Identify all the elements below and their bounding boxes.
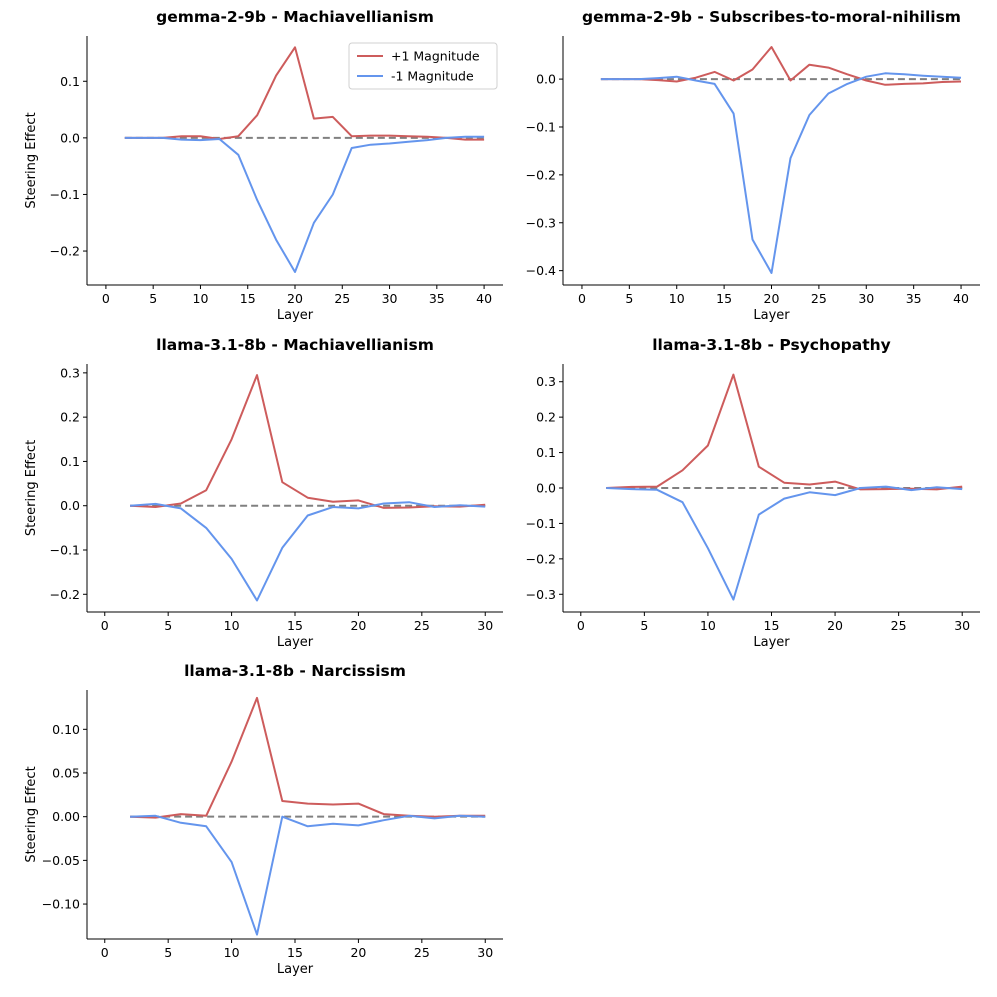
x-tick-label: 0: [101, 618, 109, 633]
x-tick-label: 35: [429, 291, 445, 306]
x-tick-label: 5: [640, 618, 648, 633]
x-tick-label: 40: [476, 291, 492, 306]
y-tick-label: −0.3: [526, 215, 556, 230]
series-line-minus1: [600, 72, 962, 274]
y-tick-label: −0.2: [526, 167, 556, 182]
x-tick-label: 0: [102, 291, 110, 306]
x-tick-label: 30: [382, 291, 398, 306]
y-tick-label: 0.0: [60, 130, 80, 145]
x-tick-label: 25: [891, 618, 907, 633]
y-tick-label: −0.1: [526, 119, 556, 134]
chart-title: gemma-2-9b - Machiavellianism: [156, 8, 434, 26]
y-tick-label: 0.0: [60, 498, 80, 513]
x-tick-label: 5: [164, 945, 172, 960]
legend-label-plus1: +1 Magnitude: [391, 49, 480, 64]
x-axis-label: Layer: [753, 635, 790, 650]
x-tick-label: 5: [164, 618, 172, 633]
x-tick-label: 25: [414, 945, 430, 960]
y-tick-label: 0.0: [536, 481, 556, 496]
y-tick-label: 0.2: [60, 410, 80, 425]
x-tick-label: 20: [350, 618, 366, 633]
y-tick-label: 0.2: [536, 410, 556, 425]
y-tick-label: −0.1: [50, 543, 80, 558]
x-tick-label: 15: [716, 291, 732, 306]
x-axis-label: Layer: [277, 635, 314, 650]
y-tick-label: 0.1: [60, 74, 80, 89]
y-tick-label: 0.1: [536, 445, 556, 460]
x-tick-label: 30: [858, 291, 874, 306]
chart-1: gemma-2-9b - Machiavellianism 0 5 10 15 20 25 3…: [24, 8, 503, 323]
x-axis-label: Layer: [753, 308, 790, 323]
y-tick-label: 0.10: [52, 722, 80, 737]
x-tick-label: 35: [906, 291, 922, 306]
y-tick-label: 0.3: [60, 365, 80, 380]
x-tick-label: 30: [477, 945, 493, 960]
series-line-plus1: [124, 46, 485, 141]
y-tick-label: −0.1: [50, 187, 80, 202]
x-tick-label: 5: [149, 291, 157, 306]
x-tick-label: 40: [953, 291, 969, 306]
legend-label-minus1: -1 Magnitude: [391, 69, 474, 84]
chart-title: llama-3.1-8b - Machiavellianism: [156, 336, 434, 354]
x-tick-label: 10: [224, 618, 240, 633]
y-tick-label: −0.2: [50, 587, 80, 602]
x-tick-label: 0: [578, 291, 586, 306]
chart-title: gemma-2-9b - Subscribes-to-moral-nihilis…: [582, 8, 961, 26]
x-tick-label: 15: [287, 945, 303, 960]
y-tick-label: −0.05: [42, 853, 80, 868]
chart-title: llama-3.1-8b - Narcissism: [184, 662, 406, 680]
x-tick-label: 10: [669, 291, 685, 306]
series-line-plus1: [600, 46, 962, 86]
x-tick-label: 20: [827, 618, 843, 633]
chart-5: llama-3.1-8b - Narcissism 0 5 10 15 20 25 30 −0.…: [24, 662, 503, 977]
x-tick-label: 15: [764, 618, 780, 633]
x-tick-label: 10: [193, 291, 209, 306]
legend-box: [348, 42, 498, 90]
y-tick-label: −0.10: [42, 897, 80, 912]
chart-4: llama-3.1-8b - Psychopathy 0 5 10 15 20 25 30 −0…: [526, 336, 980, 650]
series-line-minus1: [124, 135, 485, 273]
x-tick-label: 15: [287, 618, 303, 633]
x-tick-label: 25: [414, 618, 430, 633]
x-tick-label: 30: [477, 618, 493, 633]
chart-title: llama-3.1-8b - Psychopathy: [652, 336, 891, 354]
x-tick-label: 30: [954, 618, 970, 633]
x-tick-label: 10: [224, 945, 240, 960]
y-axis-label: Steering Effect: [24, 440, 39, 536]
x-tick-label: 25: [334, 291, 350, 306]
y-tick-label: −0.3: [526, 587, 556, 602]
y-tick-label: 0.00: [52, 809, 80, 824]
y-tick-label: 0.3: [536, 374, 556, 389]
x-tick-label: 15: [240, 291, 256, 306]
y-tick-label: −0.2: [50, 244, 80, 259]
x-tick-label: 10: [700, 618, 716, 633]
x-tick-label: 0: [577, 618, 585, 633]
x-axis-label: Layer: [277, 962, 314, 977]
y-axis-label: Steering Effect: [24, 112, 39, 208]
series-line-minus1: [606, 485, 963, 601]
y-tick-label: −0.4: [526, 263, 556, 278]
series-line-plus1: [130, 374, 486, 509]
series-line-plus1: [130, 696, 486, 819]
y-tick-label: 0.1: [60, 454, 80, 469]
series-line-plus1: [606, 373, 963, 491]
x-tick-label: 5: [625, 291, 633, 306]
x-tick-label: 0: [101, 945, 109, 960]
x-tick-label: 20: [287, 291, 303, 306]
legend: +1 Magnitude -1 Magnitude: [348, 42, 498, 90]
x-tick-label: 20: [350, 945, 366, 960]
y-tick-label: −0.2: [526, 551, 556, 566]
x-axis-label: Layer: [277, 308, 314, 323]
series-line-minus1: [130, 814, 486, 936]
y-tick-label: −0.1: [526, 516, 556, 531]
y-tick-label: 0.0: [536, 72, 556, 87]
chart-2: gemma-2-9b - Subscribes-to-moral-nihilis…: [526, 8, 980, 323]
y-axis-label: Steering Effect: [24, 766, 39, 862]
chart-3: llama-3.1-8b - Machiavellianism 0 5 10 15 20 2…: [24, 336, 503, 650]
series-line-minus1: [130, 501, 486, 602]
y-tick-label: 0.05: [52, 766, 80, 781]
x-tick-label: 25: [811, 291, 827, 306]
x-tick-label: 20: [764, 291, 780, 306]
